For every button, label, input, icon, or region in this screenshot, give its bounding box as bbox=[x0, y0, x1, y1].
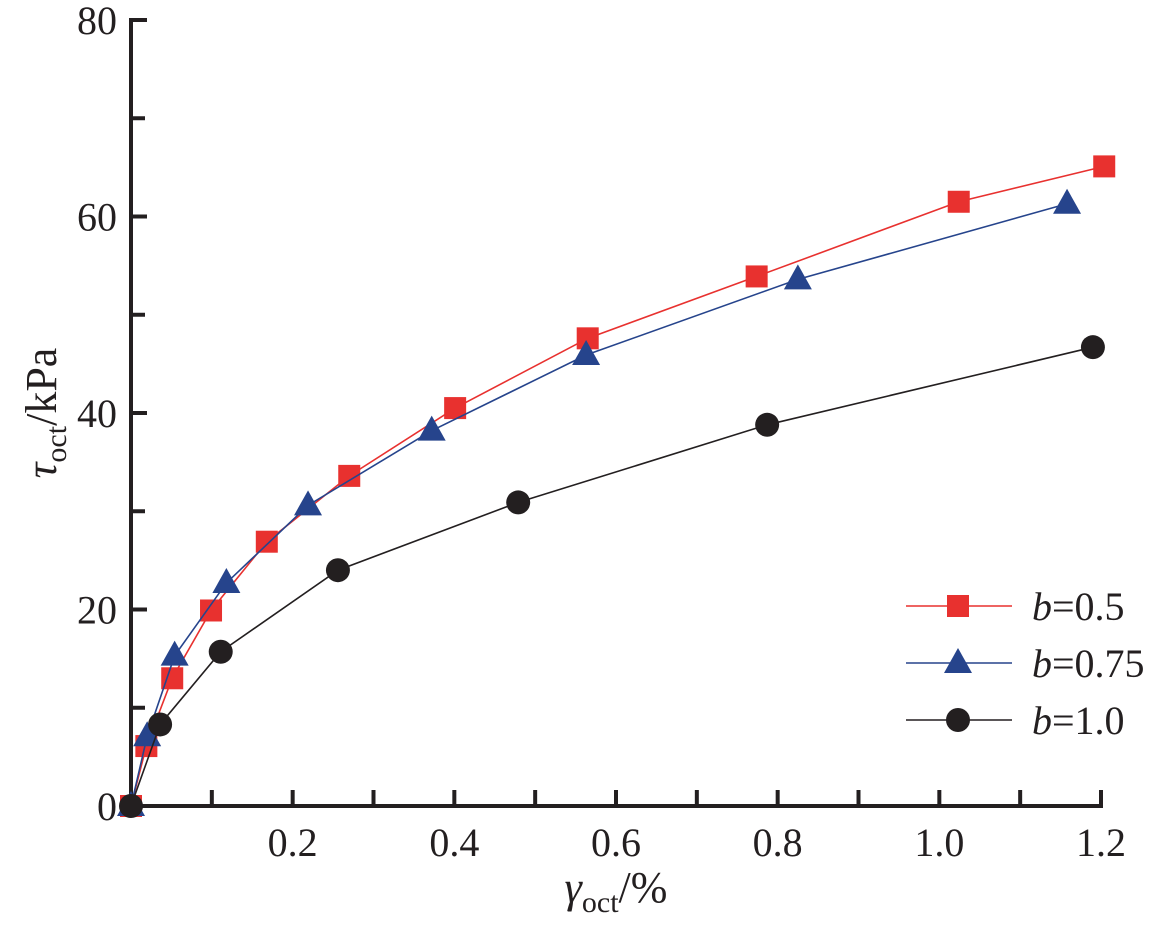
x-tick-label: 0.2 bbox=[268, 820, 318, 865]
data-point bbox=[160, 640, 189, 666]
legend-marker bbox=[946, 708, 970, 732]
x-tick-label: 0.4 bbox=[429, 820, 479, 865]
legend-label: b=0.5 bbox=[1032, 584, 1125, 629]
data-point bbox=[1053, 188, 1082, 214]
data-point bbox=[338, 464, 361, 487]
x-tick-label: 1.0 bbox=[914, 820, 964, 865]
data-point bbox=[783, 264, 812, 290]
y-axis-title: τoct/kPa bbox=[17, 348, 73, 479]
series-b=0.75 bbox=[117, 188, 1082, 816]
legend-label: b=0.75 bbox=[1032, 641, 1145, 686]
y-tick-label: 20 bbox=[77, 588, 117, 633]
data-point bbox=[444, 397, 467, 420]
data-point bbox=[755, 412, 780, 437]
x-tick-label: 0.8 bbox=[753, 820, 803, 865]
data-point bbox=[119, 794, 143, 818]
data-point bbox=[294, 490, 323, 516]
legend-marker bbox=[947, 595, 969, 617]
data-point bbox=[161, 667, 184, 690]
legend-label: b=1.0 bbox=[1032, 698, 1125, 743]
series-line bbox=[130, 346, 1094, 807]
x-tick-label: 1.2 bbox=[1076, 820, 1126, 865]
data-point bbox=[325, 558, 350, 583]
data-point bbox=[745, 265, 768, 288]
data-point bbox=[208, 639, 233, 664]
data-point bbox=[148, 712, 173, 737]
data-point bbox=[506, 490, 531, 515]
y-tick-label: 40 bbox=[77, 391, 117, 436]
series-layer bbox=[117, 155, 1116, 818]
data-point bbox=[1080, 335, 1105, 360]
axes: 0 20 40 60 80 0.2 0.4 0.6 0.8 1.0 1.2 bbox=[77, 0, 1126, 865]
data-point bbox=[417, 415, 446, 441]
data-point bbox=[947, 190, 970, 213]
legend-marker bbox=[944, 648, 972, 673]
x-tick-label: 0.6 bbox=[591, 820, 641, 865]
y-tick-label: 80 bbox=[77, 0, 117, 43]
y-tick-label: 60 bbox=[77, 195, 117, 240]
data-point bbox=[572, 340, 601, 366]
data-point bbox=[200, 599, 223, 622]
y-tick-label: 0 bbox=[97, 784, 117, 829]
data-point bbox=[576, 327, 599, 350]
data-point bbox=[1093, 155, 1116, 178]
data-point bbox=[212, 567, 241, 593]
x-axis-title: γoct/% bbox=[565, 863, 668, 919]
legend: b=0.5 b=0.75 b=1.0 bbox=[906, 584, 1145, 743]
series-b=1.0 bbox=[119, 335, 1105, 818]
data-point bbox=[255, 530, 278, 553]
series-line bbox=[130, 202, 1068, 807]
